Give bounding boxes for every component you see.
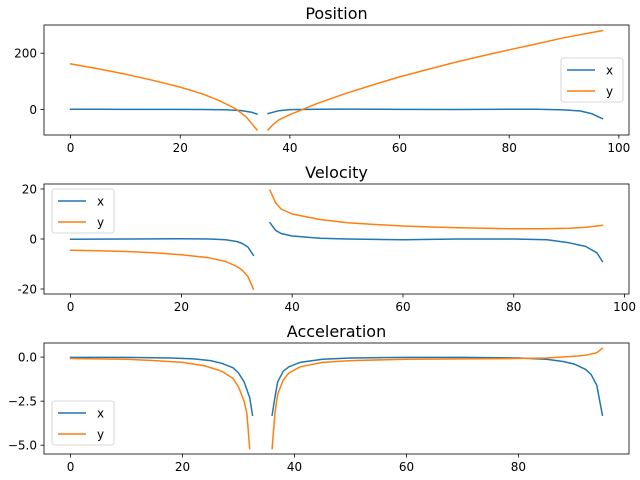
x-tick-label: 100: [613, 300, 636, 314]
chart-panel-velocity: Velocity 0 20 40 60 80 100 -20 0 20 xy: [17, 163, 636, 314]
x-tick-label: 60: [399, 460, 414, 474]
legend-label-y: y: [606, 84, 613, 98]
y-tick-label: −2.5: [8, 394, 37, 408]
chart-title: Acceleration: [287, 322, 386, 341]
x-tick-label: 0: [67, 460, 75, 474]
x-tick-label: 80: [506, 300, 521, 314]
x-tick-label: 60: [392, 141, 407, 155]
axes-frame: [43, 24, 630, 136]
y-tick-label: 0: [29, 103, 37, 117]
series-line-x-segment-2: [268, 221, 604, 263]
series-line-y-segment-1: [69, 357, 251, 450]
x-tick-label: 20: [173, 141, 188, 155]
y-tick-label: 0.0: [18, 350, 37, 364]
legend-box: [51, 400, 115, 446]
x-tick-label: 80: [502, 141, 517, 155]
chart-panel-acceleration: Acceleration 0 20 40 60 80 −5.0 −2.5 0.0 xy: [8, 322, 630, 474]
legend-label-x: x: [606, 63, 613, 77]
series-line-y-segment-2: [269, 189, 604, 230]
x-tick-label: 80: [511, 460, 526, 474]
x-tick-label: 100: [607, 141, 630, 155]
x-tick-label: 20: [174, 300, 189, 314]
y-tick-label: -20: [17, 282, 37, 296]
series-line-x-segment-1: [69, 108, 258, 116]
legend-label-y: y: [97, 427, 104, 441]
x-tick-label: 0: [67, 300, 75, 314]
legend-label-x: x: [97, 194, 104, 208]
chart-title: Velocity: [305, 163, 368, 182]
legend: xy: [560, 57, 624, 103]
y-tick-label: 0: [29, 232, 37, 246]
x-tick-label: 60: [395, 300, 410, 314]
series-line-x-segment-1: [69, 356, 254, 417]
y-tick-label: 20: [22, 182, 37, 196]
series-line-y-segment-2: [266, 29, 604, 131]
series-line-x-segment-2: [271, 356, 604, 417]
legend: xy: [51, 400, 115, 446]
legend-label-y: y: [97, 215, 104, 229]
legend-box: [51, 188, 115, 234]
x-tick-label: 40: [287, 460, 302, 474]
y-tick-label: −5.0: [8, 438, 37, 452]
legend: xy: [51, 188, 115, 234]
series-line-y-segment-1: [69, 249, 255, 290]
chart-panel-position: Position 0 20 40 60 80 100 0 200 xy: [14, 4, 630, 155]
x-tick-label: 40: [282, 141, 297, 155]
x-tick-label: 40: [285, 300, 300, 314]
chart-title: Position: [305, 4, 367, 23]
x-tick-label: 0: [67, 141, 75, 155]
series-line-y-segment-2: [271, 347, 604, 450]
series-line-y-segment-1: [69, 63, 259, 131]
legend-box: [560, 57, 624, 103]
x-tick-label: 20: [175, 460, 190, 474]
legend-label-x: x: [97, 406, 104, 420]
series-line-x-segment-1: [69, 238, 255, 257]
series-line-x-segment-2: [267, 108, 604, 120]
y-tick-label: 200: [14, 47, 37, 61]
axes-frame: [43, 342, 630, 455]
